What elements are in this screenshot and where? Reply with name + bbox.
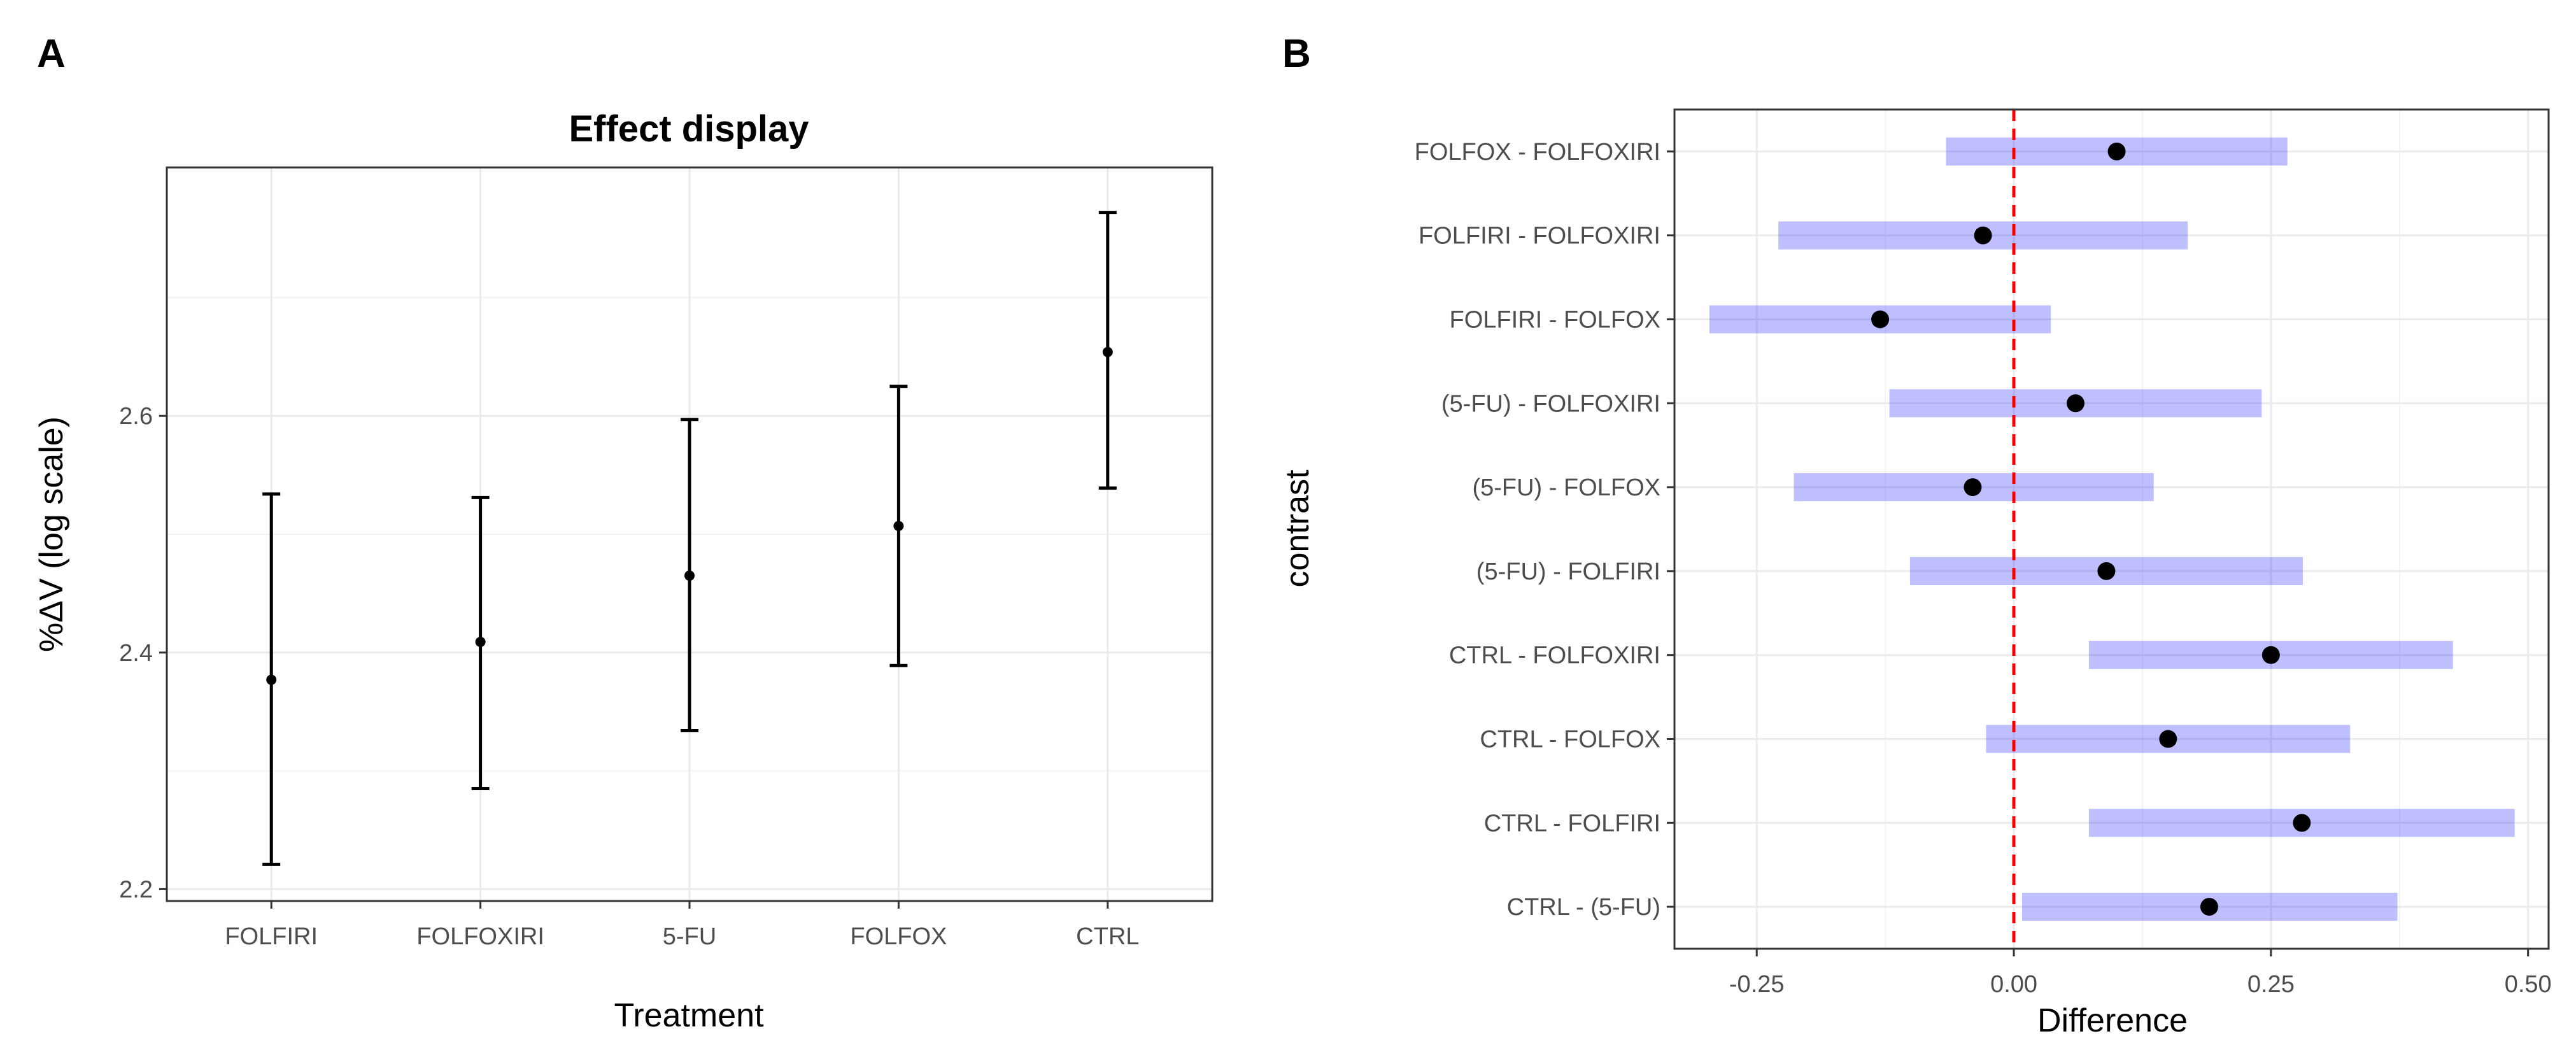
panel-b-contrast-label: (5-FU) - FOLFOX <box>1472 474 1660 501</box>
panel-b-estimate-point <box>2066 394 2084 413</box>
panel-a-x-tick-label: CTRL <box>1076 923 1139 950</box>
panel-a-x-tick-label: FOLFIRI <box>225 923 318 950</box>
panel-b-estimate-point <box>2159 730 2177 748</box>
panel-b-contrast-label: FOLFIRI - FOLFOX <box>1450 307 1660 334</box>
panel-a-estimate-point <box>1102 346 1113 357</box>
panel-b-estimate-point <box>2200 898 2218 916</box>
panel-b-estimate-point <box>2107 142 2126 160</box>
panel-a-x-tick-label: FOLFOX <box>850 923 947 950</box>
panel-b-x-tick-label: -0.25 <box>1729 971 1785 998</box>
panel-b-estimate-point <box>2293 814 2311 832</box>
panel-b-contrast-label: (5-FU) - FOLFOXIRI <box>1441 390 1660 417</box>
panel-b-contrast-label: CTRL - FOLFIRI <box>1484 810 1660 837</box>
panel-a-title: Effect display <box>569 108 809 150</box>
panel-a-y-axis-title: %ΔV (log scale) <box>33 416 70 652</box>
panel-b-y-axis-title: contrast <box>1279 469 1316 588</box>
panel-b-contrast-label: CTRL - (5-FU) <box>1507 894 1660 921</box>
panel-a-x-axis-title: Treatment <box>614 997 764 1034</box>
panel-b-estimate-point <box>2261 646 2280 664</box>
panel-b-x-tick-label: 0.00 <box>1990 971 2037 998</box>
panel-b-contrast-label: FOLFOX - FOLFOXIRI <box>1415 139 1660 166</box>
panel-b-estimate-point <box>1974 226 1992 245</box>
panel-b-estimate-point <box>1964 478 1982 497</box>
panel-b-intervals <box>1709 110 2515 949</box>
panel-b-x-tick-label: 0.25 <box>2247 971 2295 998</box>
panel-b-x-axis-title: Difference <box>2037 1002 2188 1039</box>
panel-a-y-tick-label: 2.2 <box>119 876 153 903</box>
panel-a-tick-labels: FOLFIRI FOLFOXIRI 5-FU FOLFOX CTRL 2.2 2.4 2.6 <box>119 403 1139 950</box>
panel-a-effect-display: Effect display FOLFIRI FOLFOXIRI 5-FU FOLFO… <box>33 108 1214 1034</box>
panel-a-letter: A <box>37 32 66 76</box>
panel-b-contrast-label: CTRL - FOLFOXIRI <box>1449 642 1660 669</box>
panel-b-estimate-point <box>2097 562 2116 580</box>
panel-a-y-tick-label: 2.4 <box>119 640 153 667</box>
panel-b-contrast-label: (5-FU) - FOLFIRI <box>1476 558 1660 585</box>
panel-b-letter: B <box>1282 32 1311 76</box>
panel-a-estimate-point <box>684 571 695 581</box>
panel-a-y-tick-label: 2.6 <box>119 403 153 430</box>
panel-b-contrast-label: CTRL - FOLFOX <box>1480 727 1660 753</box>
panel-a-x-tick-label: FOLFOXIRI <box>416 923 544 950</box>
panel-b-tick-labels: FOLFOX - FOLFOXIRI FOLFIRI - FOLFOXIRI FOL… <box>1415 139 2552 998</box>
panel-a-estimate-point <box>893 520 904 531</box>
panel-b-contrast-label: FOLFIRI - FOLFOXIRI <box>1419 223 1660 250</box>
panel-b-x-tick-label: 0.50 <box>2505 971 2552 998</box>
panel-a-estimate-point <box>266 674 277 685</box>
panel-a-x-tick-label: 5-FU <box>663 923 716 950</box>
panel-a-estimate-point <box>475 637 486 648</box>
panel-b-estimate-point <box>1871 310 1890 329</box>
panel-b-contrast-plot: FOLFOX - FOLFOXIRI FOLFIRI - FOLFOXIRI FOL… <box>1279 108 2552 1039</box>
panel-b-gridlines <box>1674 110 2549 949</box>
panel-b-plot-frame <box>1673 108 2550 950</box>
panel-a-error-bars <box>262 211 1117 866</box>
